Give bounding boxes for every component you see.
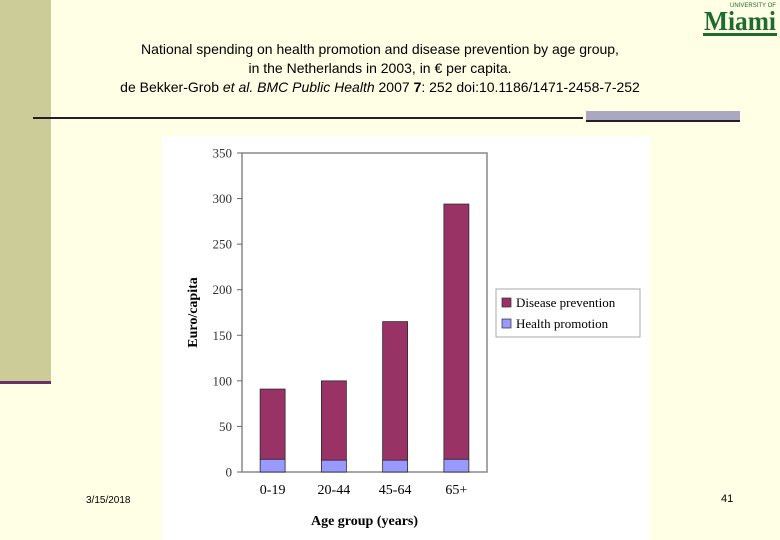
bar-segment-disease-prevention — [320, 380, 347, 461]
title-line-2: in the Netherlands in 2003, in € per cap… — [248, 60, 512, 76]
logo-university-of-text: UNIVERSITY OF — [730, 3, 776, 9]
y-tick-label: 300 — [213, 191, 233, 206]
citation-volume: 7 — [413, 79, 422, 95]
x-axis: 0-19 20-44 45-64 65+ — [260, 483, 468, 498]
left-band-accent-line — [0, 381, 51, 384]
slide-page-number: 41 — [721, 493, 734, 505]
logo-miami-text: Miami — [704, 6, 776, 36]
legend-label-health-promotion: Health promotion — [516, 316, 609, 331]
bar-segment-disease-prevention — [259, 388, 286, 460]
bar-segment-health-promotion — [259, 458, 286, 473]
x-axis-label: Age group (years) — [311, 514, 418, 529]
y-axis-label: Euro/capita — [186, 277, 201, 348]
plot-frame — [241, 152, 488, 473]
bar-segment-health-promotion — [320, 459, 347, 473]
legend-frame — [495, 288, 641, 338]
legend-label-disease-prevention: Disease prevention — [516, 295, 616, 310]
y-tick-label: 200 — [213, 282, 233, 297]
x-tick-label: 45-64 — [379, 483, 412, 498]
university-of-miami-logo: UNIVERSITY OF Miami — [701, 0, 779, 38]
citation-journal: BMC Public Health — [253, 79, 375, 95]
x-tick-label: 0-19 — [260, 483, 286, 498]
bars-group — [259, 203, 470, 473]
slide-title: National spending on health promotion an… — [60, 40, 700, 97]
citation-pages-doi: : 252 doi:10.1186/1471-2458-7-252 — [421, 79, 640, 95]
legend-swatch-disease-prevention — [501, 297, 512, 308]
chart-legend: Disease prevention Health promotion — [495, 288, 641, 338]
y-tick-label: 50 — [219, 419, 232, 434]
y-tick-label: 100 — [213, 373, 233, 388]
logo-graphic: UNIVERSITY OF Miami — [703, 3, 777, 36]
title-line-3-citation: de Bekker-Grob et al. BMC Public Health … — [60, 78, 700, 97]
bar-segment-disease-prevention — [443, 203, 470, 460]
title-line-1: National spending on health promotion an… — [141, 41, 619, 57]
y-tick-label: 250 — [213, 237, 233, 252]
y-axis: 0 50 100 150 200 250 300 350 — [213, 146, 488, 480]
left-decorative-band — [0, 0, 51, 384]
bar-segment-health-promotion — [382, 459, 409, 473]
citation-year: 2007 — [374, 79, 414, 95]
legend-swatch-health-promotion — [501, 318, 512, 329]
y-tick-label: 0 — [226, 465, 233, 480]
bar-segment-health-promotion — [443, 458, 470, 473]
x-tick-label: 20-44 — [318, 483, 351, 498]
y-tick-label: 150 — [213, 328, 233, 343]
divider-accent-bar — [586, 111, 740, 120]
chart-panel: 0 50 100 150 200 250 300 350 0-19 20-44 45-64 65+ … — [162, 136, 650, 540]
y-tick-label: 350 — [213, 146, 233, 161]
title-divider-accent — [586, 111, 740, 126]
logo-underline — [703, 33, 777, 36]
slide-date: 3/15/2018 — [86, 495, 131, 506]
citation-et-al: et al. — [222, 79, 254, 95]
divider-accent-line — [586, 120, 740, 122]
x-tick-label: 65+ — [445, 483, 467, 498]
title-divider-line — [33, 117, 583, 119]
citation-authors: de Bekker-Grob — [120, 79, 223, 95]
bar-segment-disease-prevention — [382, 321, 409, 461]
